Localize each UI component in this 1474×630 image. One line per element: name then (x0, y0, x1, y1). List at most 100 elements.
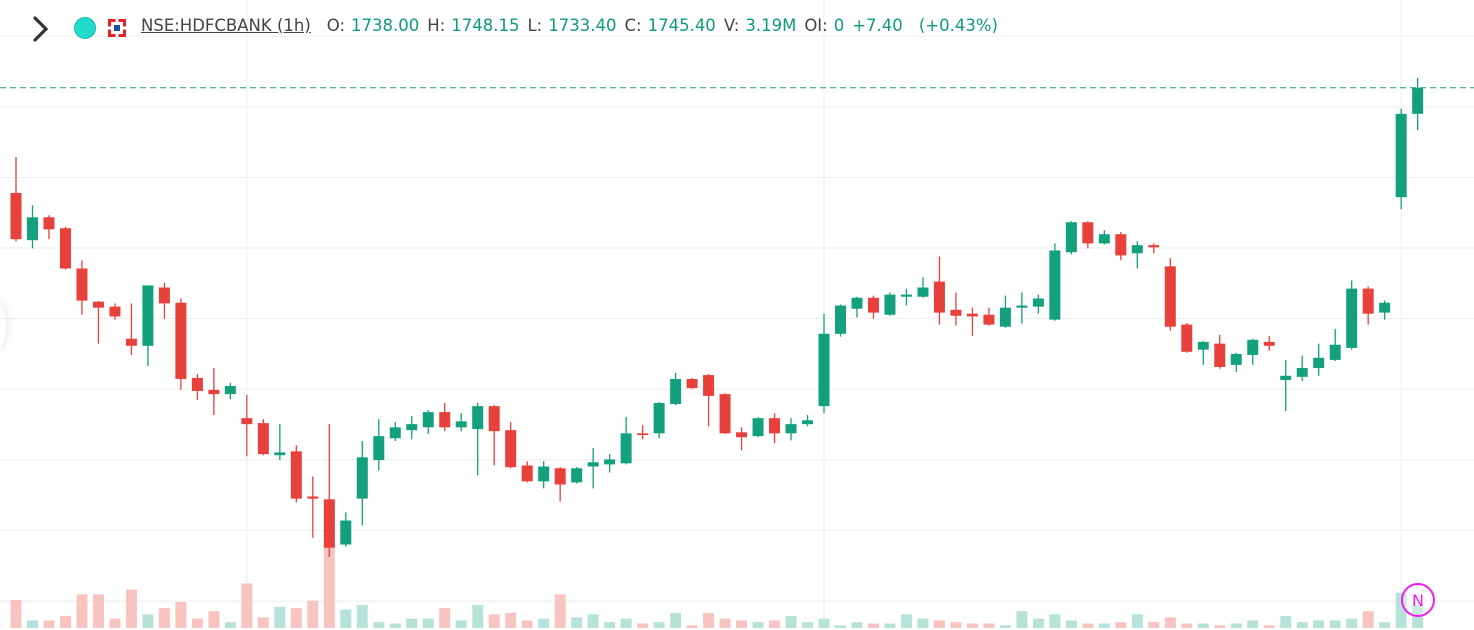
market-status-dot-icon[interactable] (74, 17, 96, 39)
candle (241, 394, 253, 457)
volume-bar (1016, 611, 1028, 628)
candle (719, 393, 731, 435)
candle-body (1016, 305, 1028, 308)
candle (1379, 300, 1391, 320)
chevron-right-icon[interactable] (30, 14, 52, 44)
volume-bar (752, 622, 764, 628)
candle (257, 419, 269, 456)
close-label: C: (624, 16, 642, 35)
candle (521, 461, 533, 483)
volume-bar (917, 618, 929, 628)
volume-bar (950, 622, 962, 628)
candle (439, 402, 451, 432)
candle-body (835, 305, 846, 334)
volume-bar (719, 618, 731, 628)
candle-body (900, 294, 912, 297)
candle-body (389, 427, 401, 439)
candle-body (175, 302, 187, 379)
news-badge-label: N (1412, 590, 1424, 610)
volume-bar (505, 612, 517, 628)
candle-body (1131, 245, 1143, 254)
candle (620, 417, 632, 465)
candle-body (142, 285, 154, 346)
volume-bar (208, 611, 220, 628)
candle-body (406, 424, 418, 431)
candle (571, 467, 583, 484)
candle (785, 418, 797, 441)
volume-bar (900, 614, 912, 628)
volume-bar (1082, 623, 1094, 628)
candle-body (802, 420, 814, 425)
change-percent: (+0.43%) (918, 16, 998, 35)
volume-bar (1379, 622, 1391, 628)
candle (323, 424, 335, 557)
volume-bar (356, 605, 368, 628)
volume-bar (1362, 611, 1374, 628)
volume-bar (818, 618, 830, 628)
volume-bar (1197, 623, 1209, 628)
candle-body (933, 281, 945, 313)
candle (290, 445, 302, 503)
candle (158, 282, 170, 319)
candle (1412, 78, 1424, 131)
volume-bar (933, 620, 945, 628)
high-value: 1748.15 (451, 16, 520, 35)
candle-body (1395, 113, 1407, 198)
candle (1181, 322, 1193, 353)
volume-bar (1214, 625, 1226, 628)
volume-bar (389, 623, 401, 628)
symbol-legend: NSE:HDFCBANK (1h) O: 1738.00 H: 1748.15 L:… (0, 0, 1474, 56)
candle-body (1313, 357, 1325, 369)
candle (538, 461, 550, 489)
candle-body (637, 433, 649, 436)
volume-bar (653, 622, 665, 628)
candle (867, 295, 879, 319)
candle (43, 215, 55, 240)
candle (884, 292, 896, 316)
candle-body (1362, 288, 1374, 314)
volume-bar (158, 608, 170, 628)
candle-body (818, 333, 830, 407)
volume-bar (43, 620, 55, 628)
candle-body (224, 386, 236, 395)
candle (1230, 352, 1242, 372)
candle (26, 205, 38, 249)
volume-bar (1329, 620, 1341, 628)
candle-body (274, 452, 286, 456)
candle (274, 424, 286, 461)
candle-body (620, 433, 632, 464)
high-label: H: (427, 16, 446, 35)
volume-bar (439, 608, 451, 628)
candle-body (1214, 343, 1226, 367)
volume-bar (76, 594, 88, 628)
volume-value: 3.19M (745, 16, 797, 35)
volume-bar (406, 618, 418, 628)
candle-body (125, 338, 137, 346)
candle (769, 413, 781, 444)
candle-body (43, 217, 55, 230)
candle (1346, 280, 1358, 350)
candle-body (1263, 341, 1275, 346)
volume-bar (142, 614, 154, 628)
candle (818, 313, 830, 414)
volume-bar (703, 612, 715, 628)
candle (983, 307, 995, 326)
candle (1049, 243, 1061, 321)
low-value: 1733.40 (548, 16, 617, 35)
volume-bar (1395, 592, 1407, 628)
candle-body (983, 314, 995, 325)
candle (208, 368, 220, 415)
candle (1280, 359, 1292, 412)
candle (389, 422, 401, 442)
news-badge[interactable]: N (1401, 583, 1435, 617)
volume-bar (125, 589, 137, 628)
volume-bar (769, 620, 781, 628)
volume-bar (604, 622, 616, 628)
candle (1098, 230, 1110, 245)
candle (1131, 241, 1143, 269)
candle-body (422, 412, 434, 428)
symbol-title[interactable]: NSE:HDFCBANK (1h) (141, 16, 311, 35)
volume-bar (884, 623, 896, 628)
candle (175, 298, 187, 390)
